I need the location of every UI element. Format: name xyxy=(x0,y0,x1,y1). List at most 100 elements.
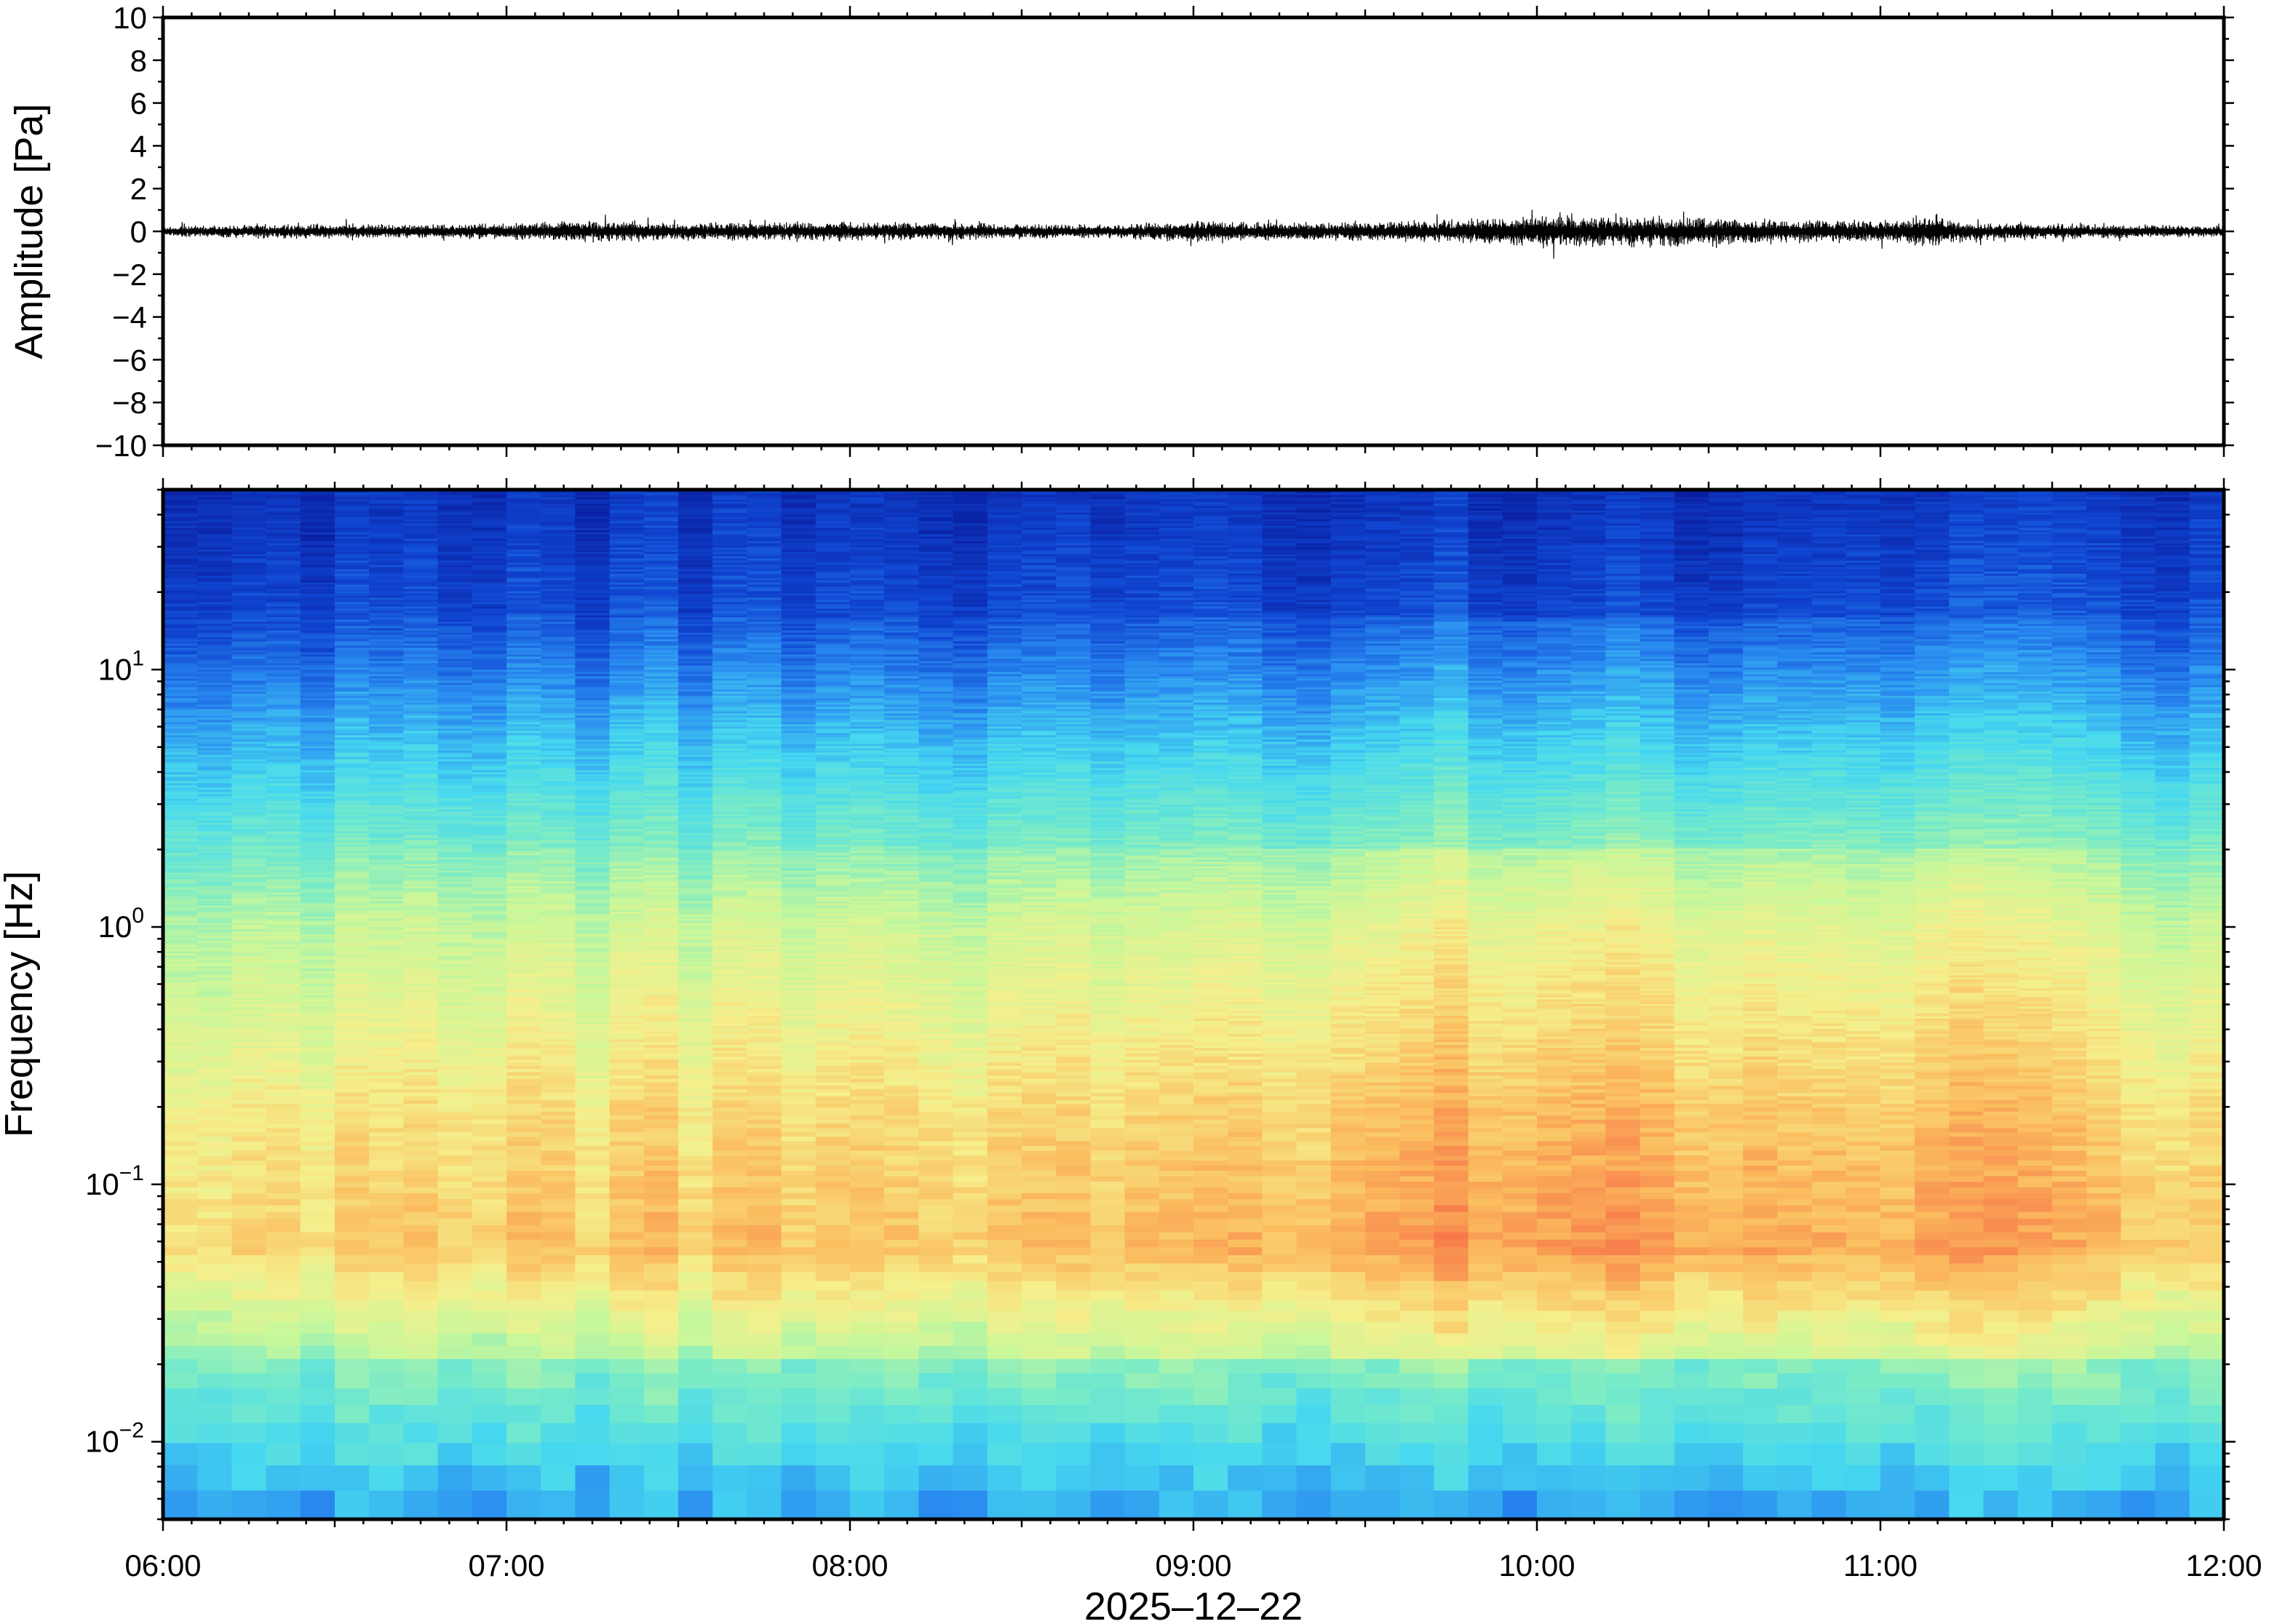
spectrogram-cell xyxy=(678,1096,713,1100)
spectrogram-cell xyxy=(197,688,232,692)
spectrogram-cell xyxy=(609,946,645,950)
spectrogram-cell xyxy=(266,658,301,661)
amplitude-y-tick-label: 0 xyxy=(130,215,147,249)
spectrogram-cell xyxy=(403,1262,439,1273)
spectrogram-cell xyxy=(609,1053,645,1057)
spectrogram-cell xyxy=(231,961,267,965)
spectrogram-cell xyxy=(300,1181,335,1187)
spectrogram-cell xyxy=(335,1053,370,1057)
spectrogram-cell xyxy=(506,924,541,928)
spectrogram-cell xyxy=(609,985,645,989)
spectrogram-cell xyxy=(575,723,611,727)
spectrogram-cell xyxy=(266,546,301,550)
spectrogram-cell xyxy=(437,937,473,941)
spectrogram-cell xyxy=(472,699,507,703)
spectrogram-cell xyxy=(643,771,679,775)
spectrogram-cell xyxy=(369,837,404,840)
spectrogram-cell xyxy=(266,586,301,589)
spectrogram-cell xyxy=(437,784,473,788)
spectrogram-cell xyxy=(403,959,439,963)
spectrogram-cell xyxy=(163,968,198,971)
spectrogram-cell xyxy=(163,767,198,771)
spectrogram-cell xyxy=(231,983,267,987)
spectrogram-cell xyxy=(472,778,507,781)
spectrogram-cell xyxy=(403,1321,439,1334)
spectrogram-cell xyxy=(472,771,507,775)
spectrogram-cell xyxy=(163,514,198,517)
spectrogram-cell xyxy=(163,597,198,600)
spectrogram-cell xyxy=(403,1465,439,1491)
spectrogram-cell xyxy=(163,990,198,993)
spectrogram-cell xyxy=(643,1085,679,1089)
spectrogram-cell xyxy=(335,717,370,720)
spectrogram-cell xyxy=(575,522,611,526)
spectrogram-cell xyxy=(403,1047,439,1051)
spectrogram-cell xyxy=(335,845,370,849)
spectrogram-cell xyxy=(403,1136,439,1142)
spectrogram-cell xyxy=(197,551,232,554)
spectrogram-cell xyxy=(506,525,541,528)
spectrogram-cell xyxy=(643,553,679,557)
spectrogram-cell xyxy=(472,939,507,943)
spectrogram-cell xyxy=(335,752,370,755)
spectrogram-cell xyxy=(541,966,576,969)
spectrogram-cell xyxy=(197,1145,232,1151)
spectrogram-cell xyxy=(231,540,267,544)
spectrogram-cell xyxy=(609,918,645,921)
spectrogram-cell xyxy=(609,721,645,725)
spectrogram-cell xyxy=(163,653,198,657)
spectrogram-cell xyxy=(609,1333,645,1346)
spectrogram-cell xyxy=(231,501,267,504)
spectrogram-cell xyxy=(472,603,507,607)
spectrogram-cell xyxy=(369,1145,404,1151)
spectrogram-cell xyxy=(437,1107,473,1112)
spectrogram-cell xyxy=(266,856,301,860)
spectrogram-cell xyxy=(197,893,232,897)
spectrogram-cell xyxy=(541,509,576,513)
spectrogram-cell xyxy=(643,1145,679,1151)
spectrogram-cell xyxy=(643,662,679,666)
spectrogram-cell xyxy=(266,994,301,998)
spectrogram-cell xyxy=(197,690,232,694)
spectrogram-cell xyxy=(403,525,439,528)
spectrogram-cell xyxy=(472,1068,507,1072)
spectrogram-cell xyxy=(369,1020,404,1024)
spectrogram-cell xyxy=(506,1198,541,1206)
spectrogram-cell xyxy=(541,608,576,611)
spectrogram-cell xyxy=(541,983,576,987)
spectrogram-cell xyxy=(231,1310,267,1322)
spectrogram-cell xyxy=(609,494,645,498)
spectrogram-cell xyxy=(506,575,541,578)
spectrogram-cell xyxy=(335,1056,370,1060)
spectrogram-cell xyxy=(575,765,611,768)
spectrogram-cell xyxy=(335,1175,370,1182)
spectrogram-cell xyxy=(300,999,335,1002)
spectrogram-cell xyxy=(506,728,541,731)
spectrogram-cell xyxy=(575,695,611,698)
spectrogram-cell xyxy=(300,924,335,928)
spectrogram-cell xyxy=(163,771,198,775)
spectrogram-cell xyxy=(300,520,335,524)
spectrogram-cell xyxy=(403,1299,439,1311)
spectrogram-cell xyxy=(163,1165,198,1171)
spectrogram-cell xyxy=(300,861,335,864)
spectrogram-cell xyxy=(472,861,507,864)
spectrogram-cell xyxy=(437,557,473,561)
spectrogram-cell xyxy=(437,867,473,871)
spectrogram-cell xyxy=(472,693,507,696)
spectrogram-cell xyxy=(472,795,507,799)
spectrogram-cell xyxy=(197,710,232,714)
spectrogram-cell xyxy=(369,830,404,834)
spectrogram-cell xyxy=(266,876,301,880)
spectrogram-cell xyxy=(163,850,198,853)
spectrogram-cell xyxy=(506,780,541,784)
spectrogram-cell xyxy=(609,686,645,690)
spectrogram-cell xyxy=(575,1246,611,1256)
spectrogram-cell xyxy=(575,608,611,611)
spectrogram-cell xyxy=(403,987,439,991)
spectrogram-cell xyxy=(335,557,370,561)
spectrogram-cell xyxy=(609,896,645,899)
spectrogram-cell xyxy=(541,848,576,851)
spectrogram-cell xyxy=(335,662,370,666)
spectrogram-cell xyxy=(335,540,370,544)
